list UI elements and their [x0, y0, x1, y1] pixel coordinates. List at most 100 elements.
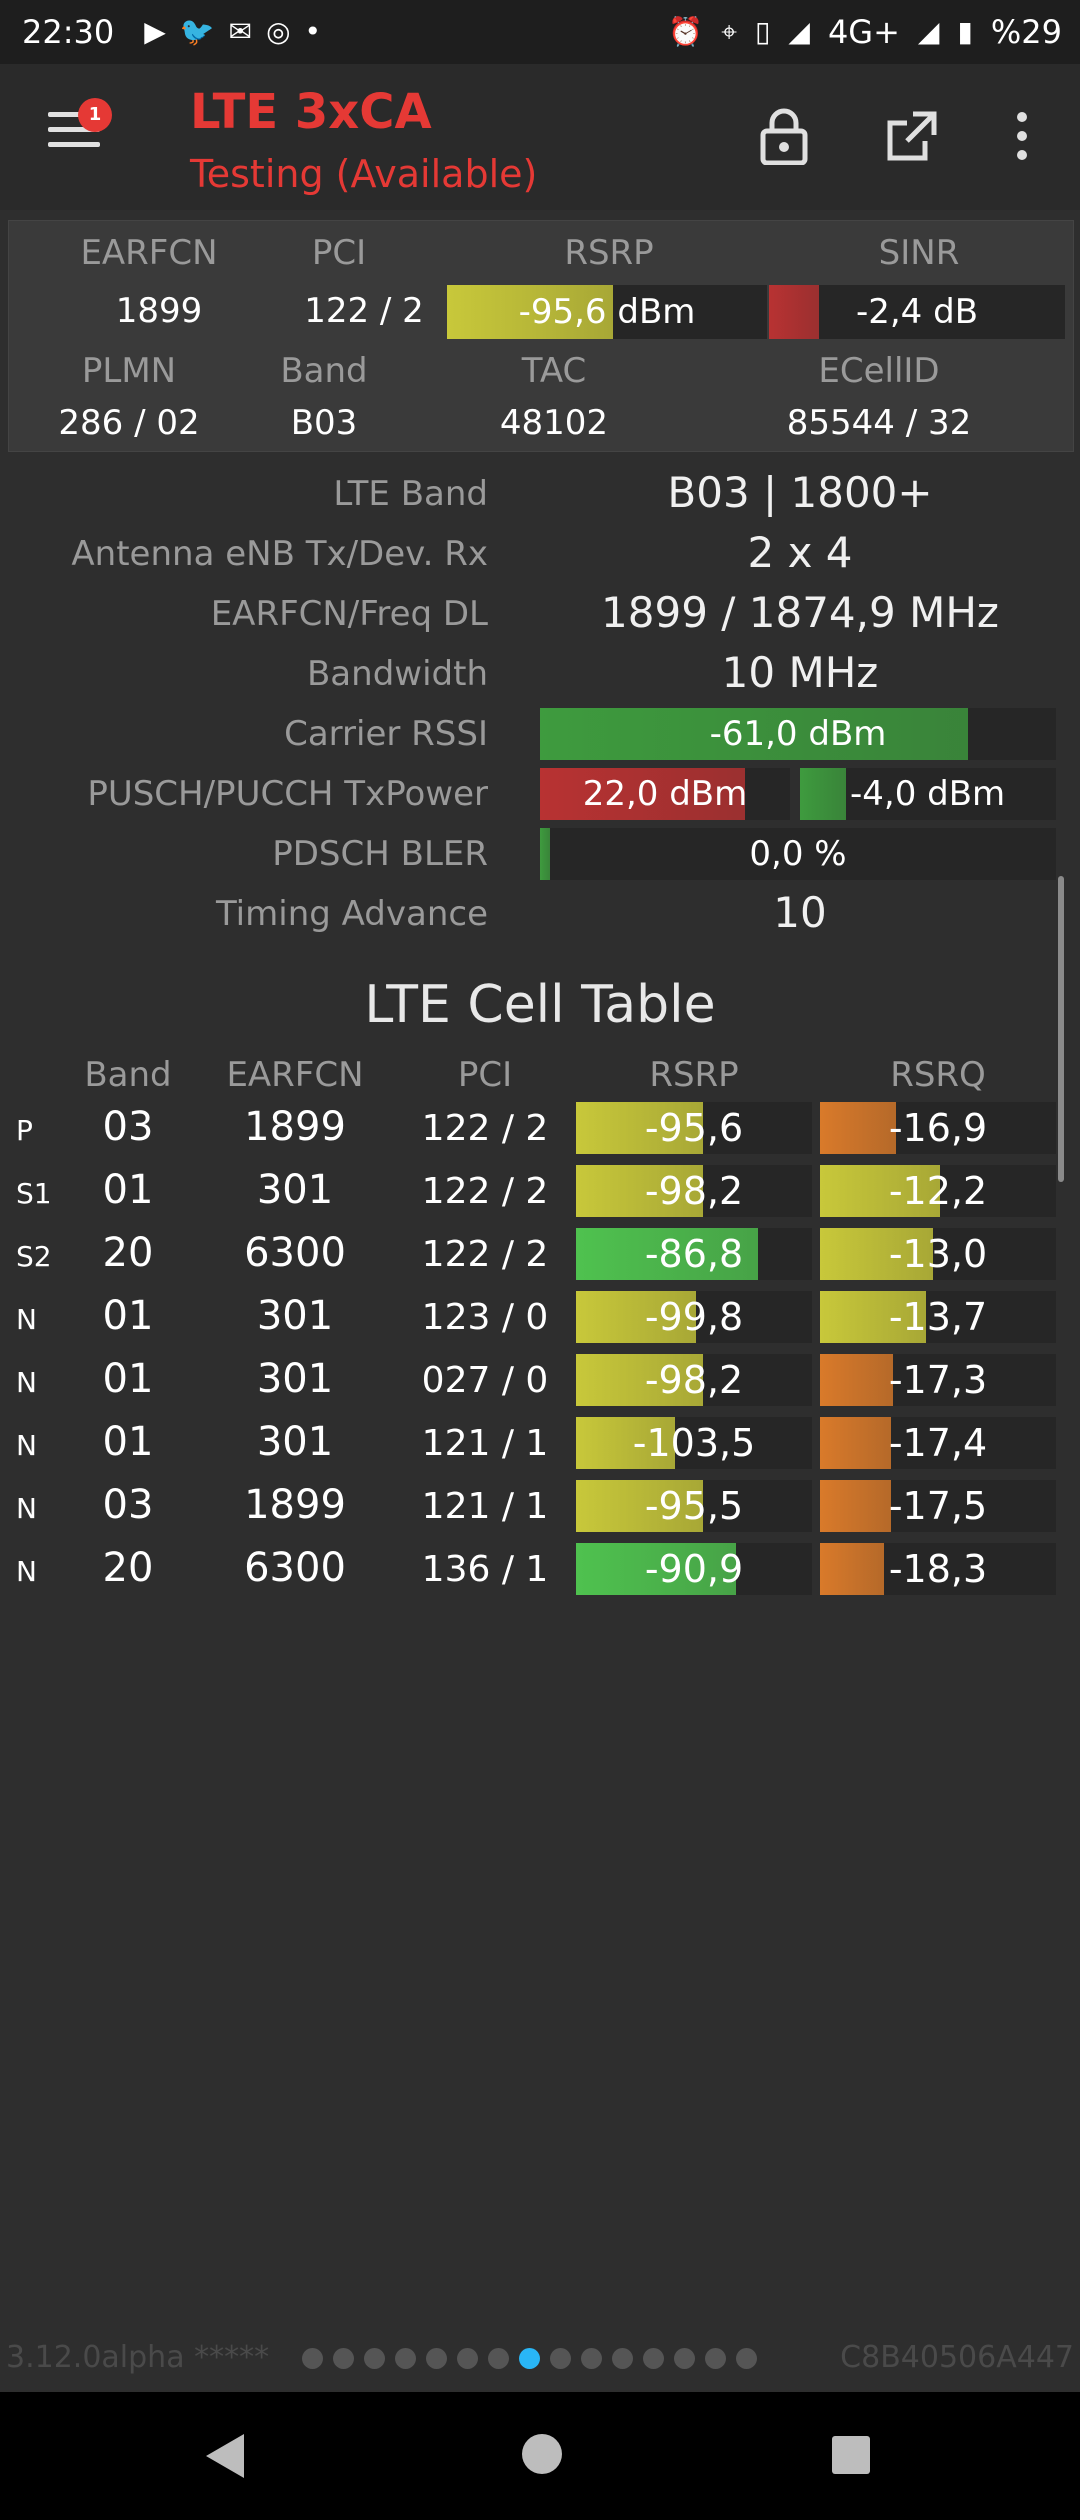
page-dot[interactable]: [674, 2348, 695, 2369]
pusch-text: 22,0 dBm: [582, 774, 748, 814]
cell-earfcn: 301: [256, 1167, 334, 1213]
th-pci: PCI: [457, 1055, 513, 1095]
header-earfcn: EARFCN: [80, 233, 218, 273]
antenna-value: 2 x 4: [747, 528, 853, 577]
open-external-icon[interactable]: [880, 104, 944, 168]
page-dot[interactable]: [395, 2348, 416, 2369]
cell-type: P: [16, 1114, 33, 1147]
cell-type: N: [16, 1492, 37, 1525]
page-dot[interactable]: [519, 2348, 540, 2369]
plmn-value: 286 / 02: [58, 403, 200, 443]
page-dot[interactable]: [333, 2348, 354, 2369]
page-dot[interactable]: [426, 2348, 447, 2369]
scrollbar[interactable]: [1058, 876, 1064, 1182]
cell-rsrq-text: -13,0: [888, 1232, 988, 1276]
app-title: LTE 3xCA: [190, 84, 432, 140]
cell-rsrq-fill: [820, 1291, 927, 1343]
cell-earfcn: 301: [256, 1293, 334, 1339]
cell-rsrq-text: -13,7: [888, 1295, 988, 1339]
antenna-label: Antenna eNB Tx/Dev. Rx: [71, 534, 488, 574]
earfcn-freq-value: 1899 / 1874,9 MHz: [601, 588, 999, 637]
timing-advance-value: 10: [773, 888, 827, 937]
dot-icon: •: [304, 15, 322, 48]
cell-type: S1: [16, 1177, 52, 1210]
header-rsrp: RSRP: [564, 233, 654, 273]
cell-rsrq-text: -12,2: [888, 1169, 988, 1213]
page-dot[interactable]: [705, 2348, 726, 2369]
cell-rsrp-bar: -98,2: [576, 1354, 812, 1406]
lock-icon[interactable]: [752, 104, 816, 168]
device-id: C8B40506A447: [840, 2340, 1074, 2375]
pdsch-bler-bar: 0,0 %: [540, 828, 1056, 880]
cell-rsrp-bar: -98,2: [576, 1165, 812, 1217]
home-icon[interactable]: [522, 2434, 562, 2474]
lte-band-label: LTE Band: [333, 474, 488, 514]
pci-value: 122 / 2: [304, 291, 424, 331]
cell-type: N: [16, 1555, 37, 1588]
network-type: 4G+: [827, 13, 900, 51]
cell-rsrp-bar: -103,5: [576, 1417, 812, 1469]
battery-level: %29: [990, 13, 1062, 51]
cell-rsrq-bar: -16,9: [820, 1102, 1056, 1154]
signal-icon-2: ◢: [917, 15, 940, 48]
page-dot[interactable]: [643, 2348, 664, 2369]
cell-rsrp-text: -86,8: [644, 1232, 744, 1276]
cell-rsrq-text: -17,5: [888, 1484, 988, 1528]
th-rsrp: RSRP: [649, 1055, 739, 1095]
header-band: Band: [280, 351, 368, 391]
bandwidth-value: 10 MHz: [721, 648, 879, 697]
cell-earfcn: 1899: [244, 1482, 346, 1528]
cell-pci: 027 / 0: [421, 1360, 549, 1401]
cell-rsrq-bar: -12,2: [820, 1165, 1056, 1217]
cell-earfcn: 6300: [244, 1545, 346, 1591]
menu-icon[interactable]: [48, 112, 100, 152]
page-dot[interactable]: [550, 2348, 571, 2369]
back-icon[interactable]: [206, 2434, 244, 2478]
app-subtitle: Testing (Available): [190, 152, 538, 196]
page-dot[interactable]: [457, 2348, 478, 2369]
page-dot[interactable]: [488, 2348, 509, 2369]
battery-icon: ▮: [957, 15, 973, 48]
location-icon: ⌖: [721, 15, 737, 48]
cell-rsrq-bar: -18,3: [820, 1543, 1056, 1595]
carrier-rssi-label: Carrier RSSI: [284, 714, 488, 754]
cell-band: 01: [102, 1167, 154, 1213]
cell-table-title: LTE Cell Table: [364, 975, 716, 1035]
serving-cell-summary: EARFCN PCI RSRP SINR 1899 122 / 2 -95,6 …: [8, 220, 1074, 452]
cell-rsrp-text: -103,5: [632, 1421, 756, 1465]
sinr-bar-text: -2,4 dB: [855, 292, 979, 332]
page-dot[interactable]: [612, 2348, 633, 2369]
cell-band: 01: [102, 1419, 154, 1465]
header-ecellid: ECellID: [818, 351, 940, 391]
cell-rsrq-bar: -17,5: [820, 1480, 1056, 1532]
page-indicator[interactable]: [302, 2348, 757, 2369]
recents-icon[interactable]: [832, 2436, 870, 2474]
cell-rsrp-fill: [576, 1291, 697, 1343]
more-vertical-icon[interactable]: [990, 104, 1054, 168]
cell-rsrq-text: -17,3: [888, 1358, 988, 1402]
instagram-icon: ◎: [266, 15, 291, 48]
page-dot[interactable]: [364, 2348, 385, 2369]
pucch-text: -4,0 dBm: [850, 774, 1006, 814]
pdsch-bler-fill: [540, 828, 551, 880]
page-dot[interactable]: [581, 2348, 602, 2369]
cell-rsrq-fill: [820, 1165, 941, 1217]
th-earfcn: EARFCN: [226, 1055, 364, 1095]
cell-rsrp-text: -98,2: [644, 1169, 744, 1213]
tac-value: 48102: [499, 403, 609, 443]
rsrp-bar: -95,6 dBm: [447, 285, 767, 339]
app-version: 3.12.0alpha *****: [6, 2340, 270, 2375]
page-dot[interactable]: [736, 2348, 757, 2369]
carrier-rssi-text: -61,0 dBm: [709, 714, 887, 754]
cell-pci: 123 / 0: [421, 1297, 549, 1338]
carrier-rssi-fill: [540, 708, 969, 760]
cell-rsrp-bar: -99,8: [576, 1291, 812, 1343]
pdsch-bler-text: 0,0 %: [749, 834, 847, 874]
cell-rsrp-fill: [576, 1417, 676, 1469]
cell-rsrq-fill: [820, 1543, 884, 1595]
cell-pci: 121 / 1: [421, 1423, 549, 1464]
cell-band: 03: [102, 1482, 154, 1528]
cell-pci: 136 / 1: [421, 1549, 549, 1590]
page-dot[interactable]: [302, 2348, 323, 2369]
cell-band: 20: [102, 1230, 154, 1276]
